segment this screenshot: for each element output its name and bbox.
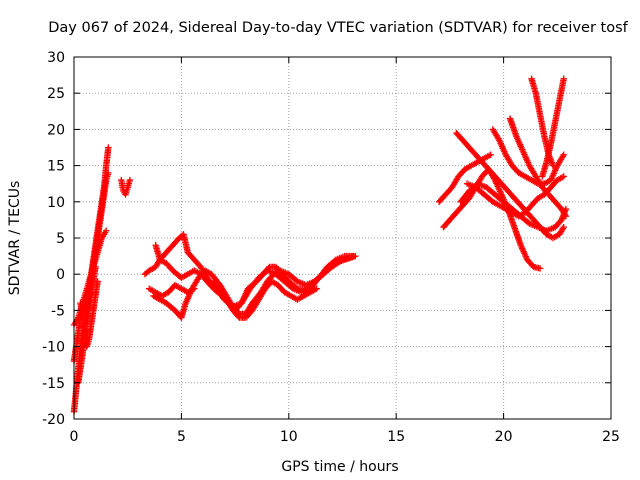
x-tick-label: 20 <box>495 429 513 445</box>
series-arc-19 <box>528 75 557 169</box>
x-tick-label: 25 <box>602 429 620 445</box>
series-arc-10 <box>145 281 198 300</box>
data-point <box>350 252 357 260</box>
y-tick-label: 15 <box>47 159 65 175</box>
data-point <box>536 265 544 272</box>
data-point <box>560 75 567 82</box>
x-tick-label: 10 <box>280 429 298 445</box>
x-tick-label: 5 <box>177 429 186 445</box>
chart-title: Day 067 of 2024, Sidereal Day-to-day VTE… <box>48 20 628 36</box>
x-axis-label: GPS time / hours <box>281 459 398 475</box>
data-point <box>105 169 112 177</box>
data-point <box>560 223 567 231</box>
data-point <box>561 211 569 219</box>
data-point <box>103 227 110 234</box>
grid <box>74 57 611 419</box>
data-point <box>92 263 99 271</box>
x-tick-label: 0 <box>70 429 79 445</box>
series-arc-11 <box>210 278 320 321</box>
data-point <box>105 144 112 151</box>
data-point <box>126 176 134 184</box>
y-tick-label: 0 <box>56 267 65 283</box>
y-tick-label: -5 <box>51 303 65 319</box>
data-point <box>559 225 567 232</box>
data-point <box>487 151 494 158</box>
data-points <box>70 75 570 415</box>
data-point <box>191 285 198 292</box>
series-arc-5 <box>77 278 101 350</box>
series-arc-20 <box>539 75 567 180</box>
series-arc-6 <box>118 176 134 198</box>
data-point <box>562 213 570 220</box>
y-tick-label: 20 <box>47 122 65 138</box>
data-point <box>549 162 557 169</box>
y-tick-label: -15 <box>42 376 65 392</box>
data-point <box>313 285 320 292</box>
series-arc-18 <box>506 115 570 220</box>
y-tick-label: 5 <box>56 231 65 247</box>
y-axis-label: SDTVAR / TECUs <box>7 181 23 296</box>
series-arc-13 <box>440 166 544 272</box>
y-tick-label: 30 <box>47 50 65 66</box>
y-tick-label: -10 <box>42 340 65 356</box>
x-tick-label: 15 <box>387 429 405 445</box>
y-tick-label: 25 <box>47 86 65 102</box>
data-point <box>560 151 567 158</box>
data-point <box>560 173 567 180</box>
y-tick-label: -20 <box>42 412 65 428</box>
axis-ticks: 0 5 10 15 20 25 -20 -15 -10 -5 0 5 10 15 20 25 30 <box>42 50 620 445</box>
data-point <box>94 278 101 285</box>
y-tick-label: 10 <box>47 195 65 211</box>
series-arc-12 <box>435 151 494 205</box>
series-arc-17 <box>489 126 567 187</box>
